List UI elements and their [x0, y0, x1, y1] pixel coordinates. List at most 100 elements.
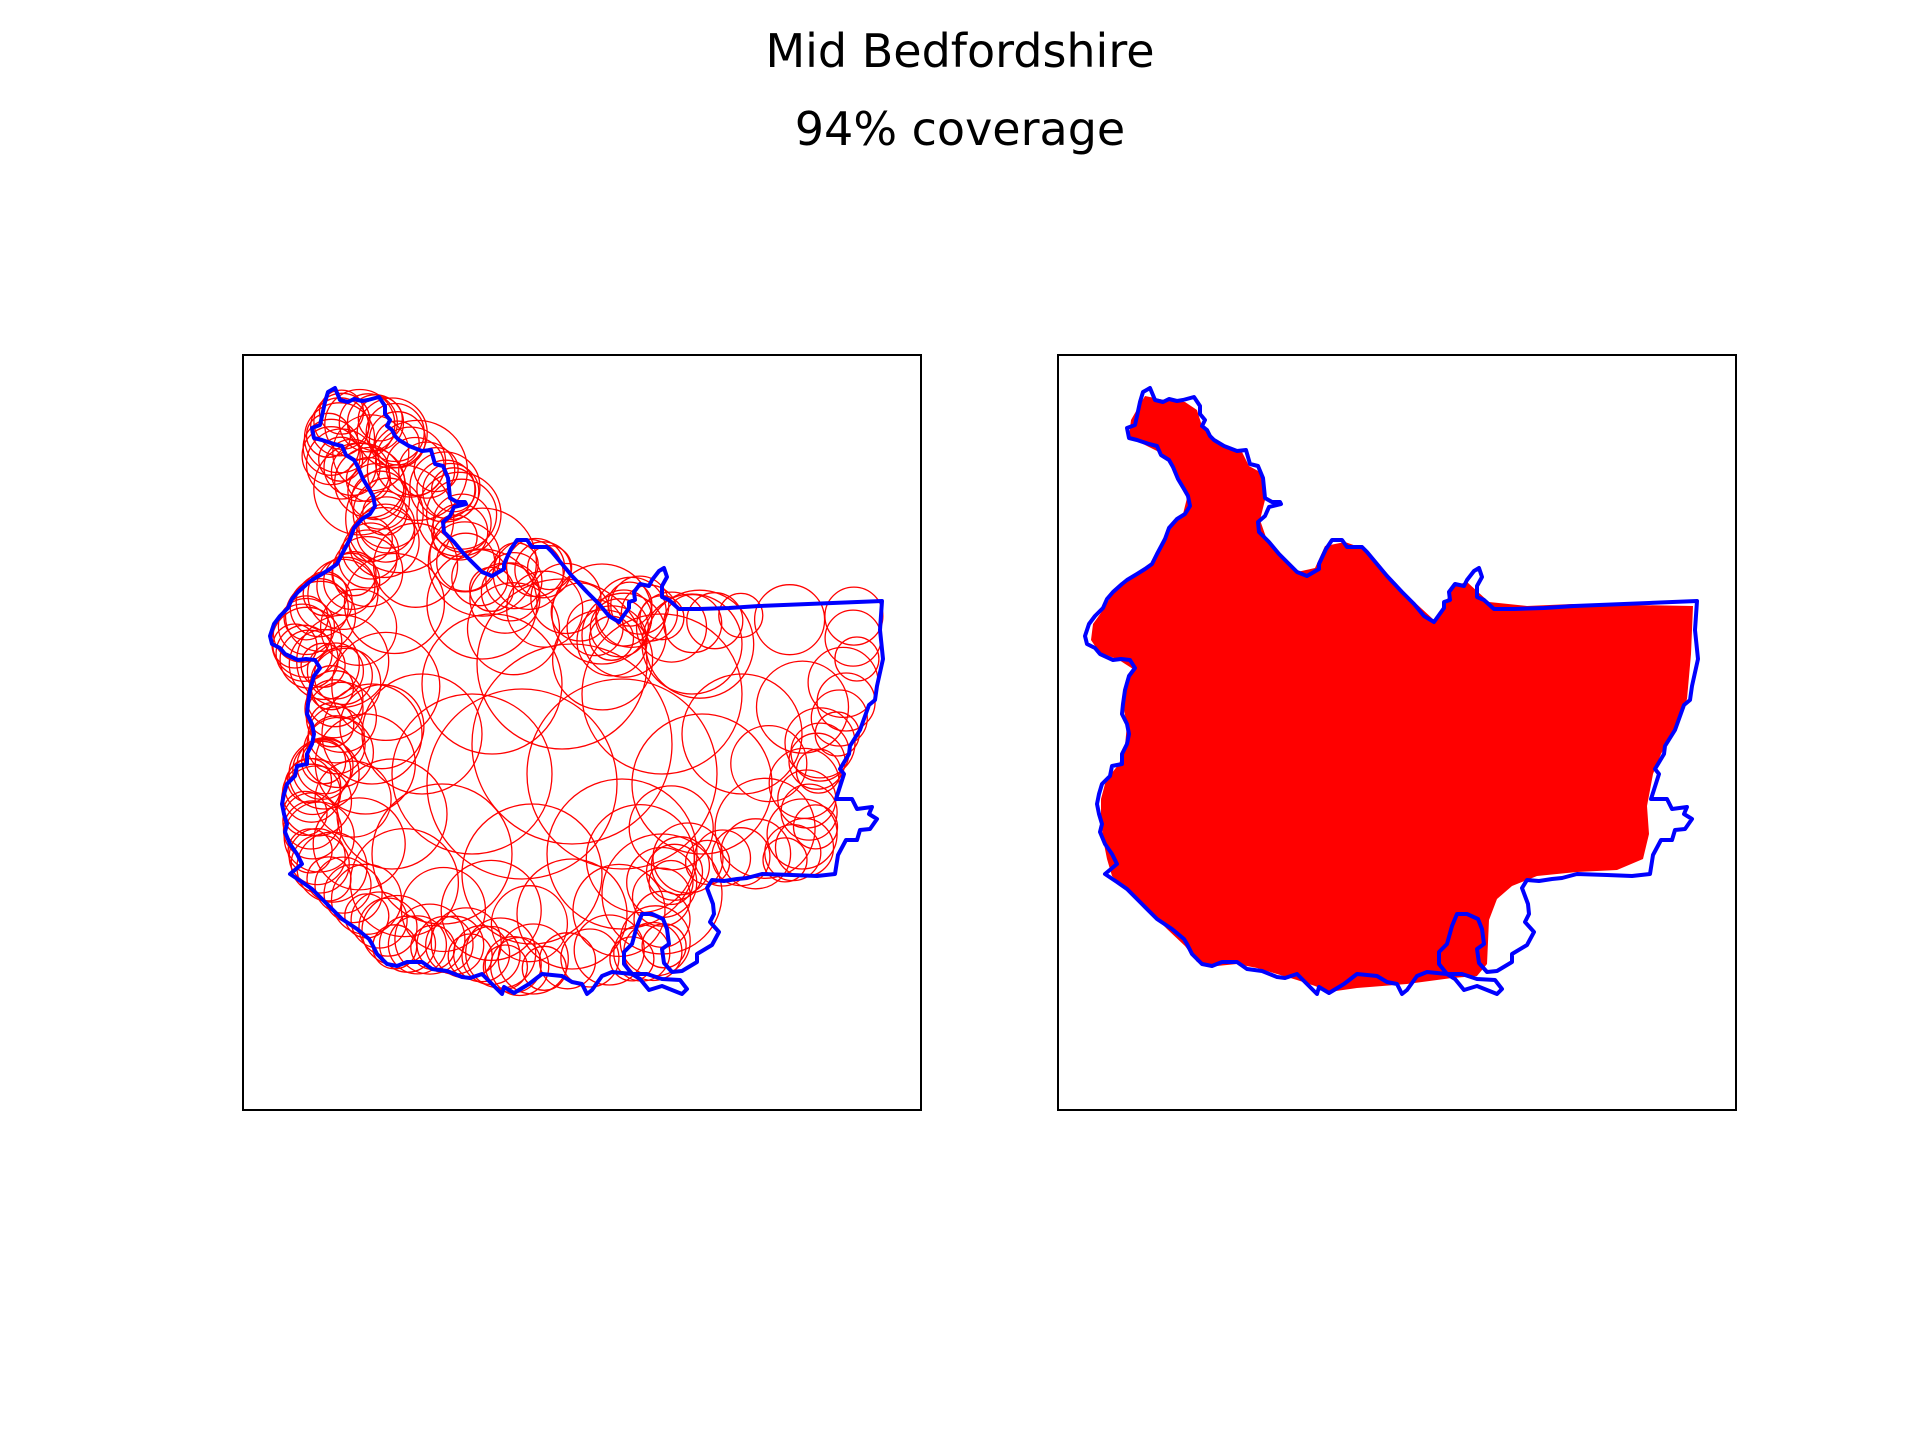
coverage-circle — [281, 791, 340, 850]
coverage-circle — [425, 687, 618, 880]
coverage-circle — [300, 425, 361, 485]
coverage-circle — [312, 796, 406, 891]
coverage-circle — [468, 562, 541, 634]
coverage-circle — [357, 896, 418, 957]
coverage-circle — [521, 945, 567, 991]
coverage-circle — [475, 577, 648, 750]
coverage-circle — [779, 782, 838, 841]
circle-coverage-svg — [267, 385, 885, 996]
coverage-circle — [286, 757, 332, 803]
coverage-circle — [729, 724, 807, 802]
coverage-circle — [515, 857, 628, 970]
coverage-circle — [425, 547, 538, 660]
coverage-circle — [330, 631, 440, 741]
coverage-circle — [319, 588, 397, 666]
region-boundary — [1082, 385, 1700, 996]
coverage-circle — [290, 833, 350, 894]
coverage-circle — [338, 392, 398, 452]
coverage-circle — [322, 552, 380, 610]
coverage-circle — [526, 544, 572, 590]
coverage-circle — [609, 574, 669, 635]
coverage-circle — [580, 592, 667, 678]
coverage-circle — [571, 863, 666, 957]
coverage-circle — [490, 884, 568, 962]
coverage-circle — [343, 552, 445, 654]
coverage-circle — [551, 608, 653, 711]
coverage-circle — [630, 712, 773, 855]
coverage-circle — [631, 866, 691, 927]
coverage-circle — [559, 927, 620, 988]
coverage-circle — [647, 859, 694, 905]
coverage-circle — [302, 418, 360, 476]
coverage-circle — [270, 606, 342, 678]
coverage-circles — [270, 388, 884, 996]
coverage-circle — [313, 759, 392, 838]
coverage-circle — [387, 914, 447, 975]
coverage-circle — [710, 826, 771, 886]
coverage-circle — [529, 562, 602, 634]
coverage-circle — [299, 642, 346, 688]
coverage-circle — [322, 863, 383, 923]
coverage-circle — [349, 827, 459, 937]
coverage-circle — [305, 412, 351, 458]
coverage-circle — [792, 803, 838, 850]
coverage-circle — [783, 706, 856, 779]
coverage-circle — [390, 692, 553, 855]
coverage-circle — [753, 583, 825, 655]
coverage-circle — [415, 471, 502, 557]
coverage-circle — [662, 593, 722, 653]
coverage-circle — [421, 462, 479, 520]
coverage-circle — [466, 581, 560, 675]
coverage-circle — [810, 688, 868, 747]
coverage-circle — [283, 800, 355, 873]
coverage-circle — [320, 682, 423, 785]
coverage-circle — [823, 585, 884, 646]
coverage-circle — [585, 803, 695, 913]
coverage-circle — [305, 714, 366, 774]
coverage-circle — [440, 859, 542, 961]
coverage-circle — [287, 737, 360, 810]
coverage-circle — [644, 589, 754, 699]
coverage-circle — [719, 817, 791, 889]
coverage-circle — [580, 612, 743, 775]
coverage-circle — [378, 915, 436, 973]
coverage-circle — [628, 784, 714, 871]
region-boundary — [267, 385, 885, 996]
coverage-circle — [277, 597, 335, 655]
coverage-circle — [272, 602, 332, 663]
coverage-circle — [397, 440, 455, 499]
figure-subtitle-coverage: 94% coverage — [794, 102, 1126, 156]
coverage-circle — [344, 463, 454, 573]
coverage-circle — [545, 777, 698, 930]
coverage-circle — [755, 659, 849, 754]
coverage-circle — [393, 902, 466, 975]
coverage-circle — [833, 635, 880, 682]
coverage-circle — [713, 777, 816, 879]
coverage-circle — [360, 672, 483, 795]
coverage-circle — [330, 550, 377, 596]
coverage-circle — [312, 441, 406, 536]
circle-coverage-map — [242, 354, 922, 1111]
coverage-circle — [497, 922, 569, 995]
coverage-circle — [349, 890, 408, 949]
coverage-circle — [303, 678, 364, 738]
coverage-circle — [338, 683, 425, 769]
coverage-circle — [427, 506, 537, 617]
figure-title: Mid Bedfordshire — [765, 24, 1155, 78]
coverage-circle — [765, 797, 838, 870]
coverage-circle — [274, 624, 333, 682]
coverage-circle — [717, 592, 763, 638]
coverage-circle — [333, 446, 405, 518]
coverage-circle — [284, 580, 356, 652]
coverage-circle — [761, 836, 808, 883]
coverage-circle — [374, 425, 446, 498]
coverage-circle — [468, 566, 514, 612]
coverage-circle — [355, 502, 415, 563]
coverage-circle — [470, 642, 673, 845]
coverage-circle — [306, 641, 364, 700]
coverage-circle — [573, 913, 645, 986]
coverage-circle — [303, 401, 375, 473]
filled-coverage-svg — [1082, 385, 1700, 996]
coverage-circle — [400, 866, 486, 952]
